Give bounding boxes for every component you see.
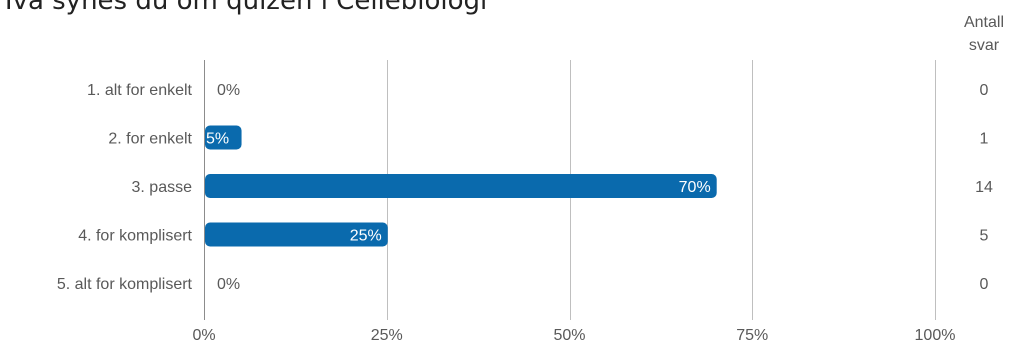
counts-header-line-1: Antall bbox=[964, 14, 1004, 31]
bar-value-label: 5% bbox=[206, 131, 229, 148]
response-count: 0 bbox=[980, 82, 989, 99]
response-count: 1 bbox=[980, 131, 989, 148]
x-tick-label: 25% bbox=[371, 327, 403, 344]
bar-value-label: 0% bbox=[217, 82, 240, 99]
bar bbox=[205, 222, 388, 247]
chart-title: Hva synes du om quizen i Cellebiologi bbox=[0, 0, 487, 16]
response-count: 5 bbox=[980, 228, 989, 245]
bar bbox=[205, 125, 242, 150]
response-count: 14 bbox=[975, 179, 993, 196]
category-label: 5. alt for komplisert bbox=[57, 276, 193, 293]
response-count: 0 bbox=[980, 276, 989, 293]
category-label: 3. passe bbox=[132, 179, 193, 196]
x-tick-label: 100% bbox=[915, 327, 956, 344]
x-tick-label: 0% bbox=[192, 327, 215, 344]
category-label: 2. for enkelt bbox=[108, 131, 192, 148]
bar-value-label: 0% bbox=[217, 276, 240, 293]
category-label: 4. for komplisert bbox=[78, 228, 192, 245]
bar-value-label: 25% bbox=[350, 228, 382, 245]
bar bbox=[205, 174, 717, 198]
category-label: 1. alt for enkelt bbox=[87, 82, 193, 99]
x-tick-label: 75% bbox=[736, 327, 768, 344]
x-tick-label: 50% bbox=[553, 327, 585, 344]
bar-value-label: 70% bbox=[679, 179, 711, 196]
counts-header-line-2: svar bbox=[969, 37, 1000, 54]
